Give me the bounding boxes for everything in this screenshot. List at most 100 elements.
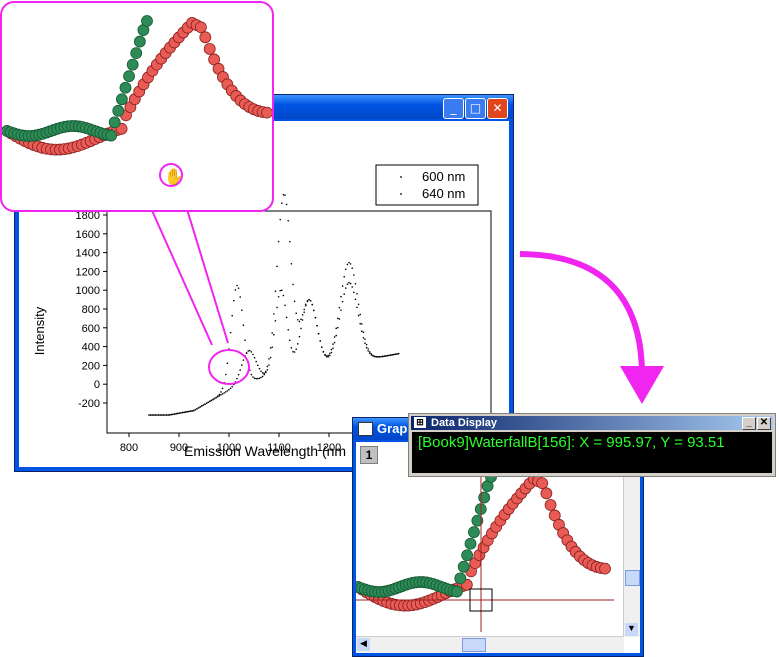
vertical-scrollbar-thumb[interactable]	[625, 570, 640, 586]
series-640-point	[292, 350, 294, 353]
series-640-point	[186, 410, 189, 413]
data-display-window[interactable]: ⊞ Data Display _ ✕ [Book9]WaterfallB[156…	[408, 413, 776, 477]
series-640-point	[289, 339, 291, 342]
series-600-point	[357, 314, 360, 317]
series-600-point	[356, 306, 358, 309]
series-600-point	[330, 351, 333, 354]
series-640-point	[338, 306, 341, 309]
series-640-point	[346, 263, 349, 266]
series-600-point	[327, 356, 330, 358]
zoomed-graph-page[interactable]: 1 ▼ ◀	[356, 442, 640, 653]
legend-label-640: 640 nm	[422, 186, 465, 201]
series-640-point	[375, 355, 378, 358]
cursor-highlight	[159, 163, 183, 187]
minimize-icon[interactable]: _	[443, 98, 464, 119]
series-640-point	[193, 409, 195, 412]
series-600-point	[361, 330, 363, 332]
vertical-scrollbar[interactable]: ▼	[623, 442, 640, 637]
series-600-point	[285, 203, 288, 206]
series-640-point	[266, 369, 269, 371]
x-tick-label: 900	[170, 442, 188, 454]
close-icon[interactable]: ✕	[757, 417, 771, 430]
series-600-point	[220, 391, 222, 393]
series-640-point	[265, 371, 267, 374]
scroll-left-icon[interactable]: ◀	[357, 638, 370, 651]
series-640-point	[370, 353, 373, 355]
maximize-icon[interactable]: □	[465, 98, 486, 119]
series-640-point	[340, 295, 342, 298]
series-640-point	[389, 354, 392, 356]
series-600-point	[225, 373, 227, 376]
series-640-point	[159, 414, 161, 416]
legend-marker-600	[400, 176, 402, 178]
series-600-point	[298, 320, 301, 323]
series-600-point	[241, 309, 243, 311]
series-640-point	[250, 351, 253, 353]
series-600-point	[244, 339, 246, 342]
series-640-point	[173, 413, 176, 415]
series-600-point	[349, 282, 352, 285]
series-640-point	[201, 405, 203, 407]
series-640-point	[205, 402, 208, 404]
series-green-point	[112, 104, 125, 117]
series-640-point	[225, 391, 227, 393]
series-640-point	[293, 351, 296, 353]
series-red-point	[599, 562, 611, 575]
series-640-point	[194, 408, 197, 411]
y-tick-label: 1600	[76, 229, 100, 241]
series-640-point	[156, 414, 158, 416]
series-640-point	[319, 340, 322, 342]
series-640-point	[333, 336, 336, 338]
series-640-point	[357, 303, 360, 306]
series-640-point	[249, 349, 251, 352]
series-640-point	[276, 306, 278, 309]
series-red-point	[199, 31, 212, 44]
series-600-point	[369, 352, 371, 355]
layer-tab[interactable]: 1	[360, 446, 378, 464]
series-green-point	[115, 93, 128, 106]
series-640-point	[332, 343, 334, 345]
series-640-point	[257, 364, 259, 367]
horizontal-scrollbar-thumb[interactable]	[462, 638, 486, 652]
legend-box	[375, 164, 479, 206]
series-640-point	[209, 400, 211, 403]
series-600-point	[269, 347, 272, 349]
series-640-point	[148, 414, 150, 416]
series-640-point	[314, 316, 317, 319]
series-640-point	[237, 373, 240, 376]
series-640-point	[221, 393, 224, 395]
series-640-point	[394, 353, 397, 356]
series-640-point	[215, 396, 217, 399]
plot-frame	[106, 210, 492, 434]
zoom-series	[2, 15, 272, 156]
series-640-point	[247, 350, 249, 352]
close-icon[interactable]: ✕	[487, 98, 508, 119]
series-640-point	[228, 388, 230, 391]
series-640-point	[287, 328, 290, 331]
y-tick-label: 600	[82, 323, 100, 335]
series-600-point	[277, 240, 280, 243]
series-600-point	[255, 377, 257, 380]
series-640-point	[199, 406, 201, 408]
data-display-titlebar[interactable]: ⊞ Data Display _ ✕	[411, 416, 773, 430]
series-600-point	[301, 314, 304, 316]
series-640-point	[321, 346, 323, 348]
series-600-point	[297, 318, 299, 321]
series-600-point	[292, 283, 294, 286]
minimize-icon[interactable]: _	[742, 417, 756, 430]
series-640-point	[317, 332, 320, 335]
series-red-point	[203, 43, 216, 55]
series-600-point	[303, 308, 306, 311]
highlight-circle	[208, 349, 250, 385]
zoomed-graph-window[interactable]: Grap 1 ▼ ◀	[352, 417, 644, 657]
series-640-point	[223, 392, 225, 394]
series-640-point	[378, 355, 381, 358]
series-green-point	[454, 572, 467, 585]
series-640-point	[177, 412, 179, 415]
series-640-point	[277, 295, 280, 298]
scroll-down-icon[interactable]: ▼	[625, 623, 638, 636]
series-640-point	[212, 398, 214, 401]
series-600-point	[341, 300, 344, 303]
horizontal-scrollbar[interactable]: ◀	[356, 636, 624, 653]
series-640-point	[167, 414, 169, 416]
